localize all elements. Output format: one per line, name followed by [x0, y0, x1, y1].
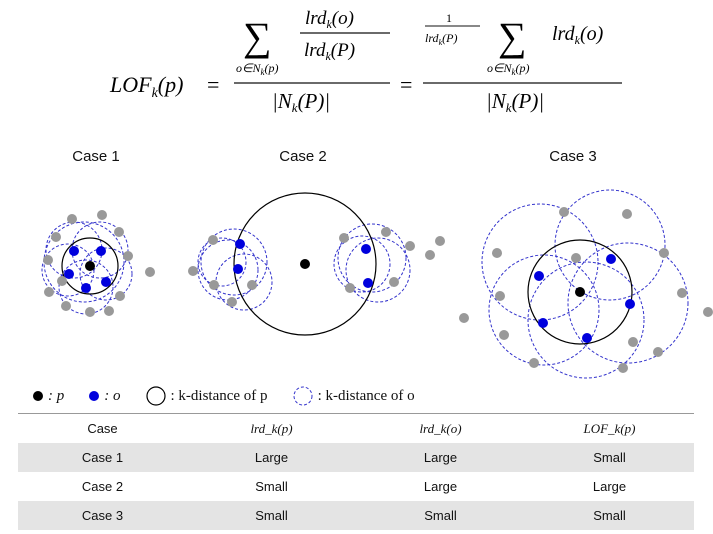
legend-kdist-p-label: : k-distance of p [170, 387, 268, 404]
legend-kdist-p: : k-distance of p [145, 385, 268, 407]
legend-o: : o [88, 387, 121, 405]
case-comparison-table: Case lrd_k(p) lrd_k(o) LOF_k(p) Case 1 L… [18, 413, 694, 530]
legend-kdist-o-label: : k-distance of o [317, 387, 415, 404]
dashed-circle-icon [293, 386, 313, 406]
legend-kdist-o: : k-distance of o [292, 385, 415, 407]
legend-p: : p [32, 388, 64, 405]
legend: : p : o : k-distance of p : k-distance o… [32, 384, 429, 408]
lof-cases-diagram [41, 189, 713, 379]
formula-lhs: LOFk(p) [109, 72, 183, 101]
case-2-kdist-p-circle [233, 192, 377, 336]
formula-sum-lrd-o: lrdk(o) [552, 23, 604, 47]
table-cell: Large [592, 479, 627, 494]
blue-dot-icon [89, 391, 100, 401]
formula-den-lrd-p: lrdk(P) [304, 40, 355, 63]
lof-formula: LOFk(p) = ∑ o∈Nk(p) lrdk(o) lrdk(P) |Nk(… [0, 0, 713, 140]
table-header: lrd_k(p) [250, 420, 293, 436]
table-cell: Case 1 [81, 450, 124, 465]
formula-one: 1 [446, 11, 452, 25]
case-1-p-point [85, 261, 95, 271]
table-row: Case 3 Small Small Small [18, 501, 694, 530]
case-3-gray-points [459, 207, 713, 373]
formula-den-nk-2: |Nk(P)| [486, 89, 544, 115]
table-row: Case 1 Large Large Small [18, 443, 694, 472]
table-header: lrd_k(o) [419, 420, 462, 436]
case-3-o-points [534, 254, 635, 343]
case-1-title: Case 1 [72, 148, 120, 165]
table-cell: Small [593, 508, 626, 523]
table-cell: Large [423, 479, 458, 494]
case-2-p-point [300, 259, 310, 269]
table-cell: Small [593, 450, 626, 465]
formula-equals-2: = [400, 72, 412, 97]
case-2-o-points [233, 239, 373, 288]
legend-p-label: : p [48, 387, 65, 404]
case-2-title: Case 2 [279, 148, 327, 165]
table-row: Case 2 Small Large Large [18, 472, 694, 501]
black-dot-icon [33, 391, 43, 401]
case-1-kdist-p-circle [61, 237, 119, 295]
formula-sum-1: ∑ [243, 14, 272, 59]
formula-small-lrd-p: lrdk(P) [425, 31, 457, 47]
table-cell: Large [254, 450, 289, 465]
case-3-p-point [575, 287, 585, 297]
formula-sum-sub-2: o∈Nk(p) [487, 61, 529, 77]
table-cell: Case 3 [81, 508, 124, 523]
formula-sum-sub-1: o∈Nk(p) [236, 61, 278, 77]
table-header-row: Case lrd_k(p) lrd_k(o) LOF_k(p) [18, 413, 694, 444]
formula-num-lrd-o: lrdk(o) [305, 8, 354, 31]
table-cell: Large [423, 450, 458, 465]
table-cell: Small [424, 508, 457, 523]
case-2-gray-points [188, 227, 445, 307]
solid-circle-icon [145, 386, 166, 406]
case-1-o-points [64, 246, 111, 293]
formula-sum-2: ∑ [498, 14, 527, 59]
table-header: Case [87, 421, 118, 436]
formula-den-nk-1: |Nk(P)| [272, 89, 330, 115]
case-3-kdist-p-circle [527, 239, 633, 345]
table-cell: Small [255, 508, 288, 523]
legend-o-label: : o [104, 387, 121, 404]
table-cell: Small [255, 479, 288, 494]
case-1-gray-points [43, 210, 155, 317]
table-header: LOF_k(p) [583, 420, 636, 436]
table-cell: Case 2 [81, 479, 124, 494]
case-3-title: Case 3 [549, 148, 597, 165]
formula-equals-1: = [207, 72, 219, 97]
